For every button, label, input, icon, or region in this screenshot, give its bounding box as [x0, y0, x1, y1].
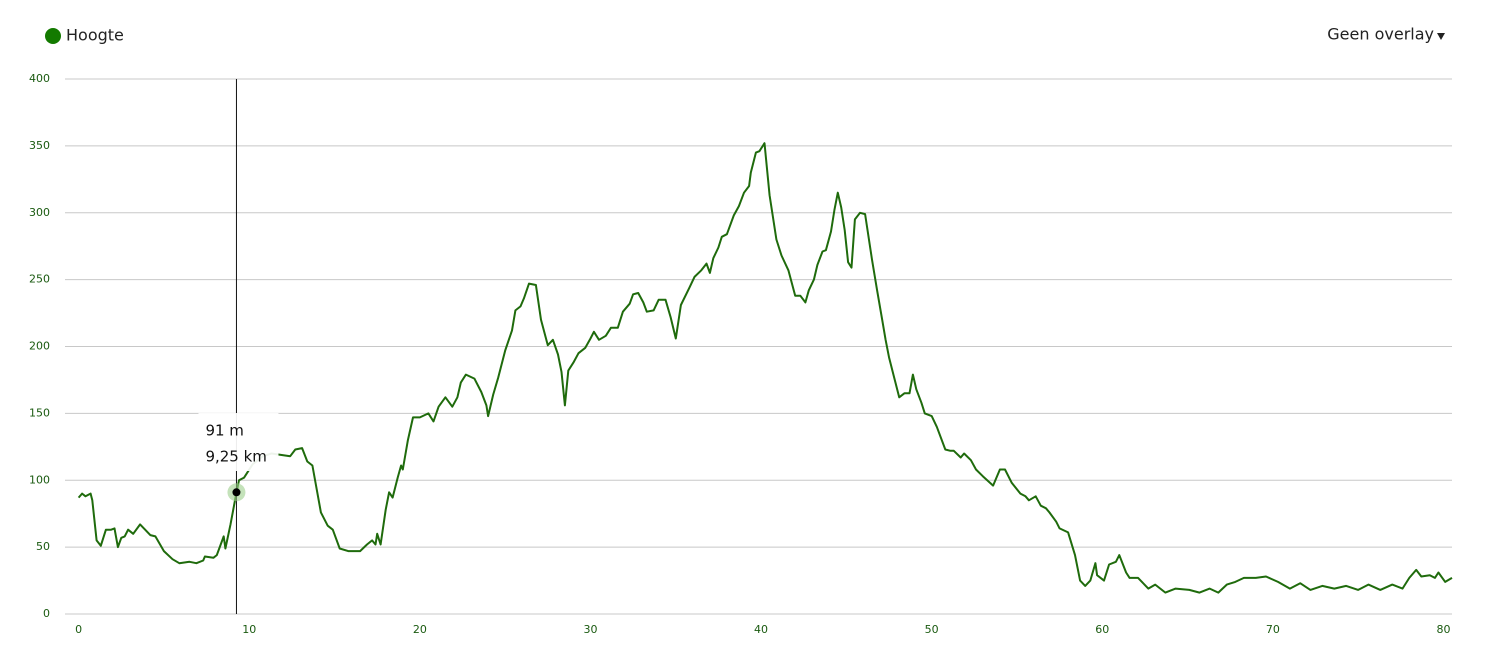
tooltip-value: 91 m	[205, 422, 243, 440]
x-tick-label: 30	[583, 623, 597, 636]
y-tick-label: 250	[29, 273, 50, 286]
dropdown-arrow[interactable]	[1437, 33, 1445, 40]
y-tick-label: 150	[29, 406, 50, 419]
x-tick-label: 40	[754, 623, 768, 636]
x-tick-label: 80	[1436, 623, 1450, 636]
x-tick-label: 0	[75, 623, 82, 636]
x-tick-label: 60	[1095, 623, 1109, 636]
y-tick-label: 350	[29, 139, 50, 152]
elevation-line	[77, 142, 1453, 594]
x-tick-label: 70	[1266, 623, 1280, 636]
y-tick-label: 0	[43, 607, 50, 620]
tooltip-distance: 9,25 km	[205, 448, 266, 466]
overlay-menu[interactable]: Geen overlay	[1327, 25, 1434, 44]
y-tick-label: 100	[29, 473, 50, 486]
y-tick-label: 200	[29, 340, 50, 353]
hover-point	[232, 488, 241, 497]
y-tick-label: 300	[29, 206, 50, 219]
x-tick-label: 20	[413, 623, 427, 636]
x-tick-label: 10	[242, 623, 256, 636]
legend-marker	[45, 28, 61, 44]
legend-label[interactable]: Hoogte	[66, 26, 124, 45]
x-tick-label: 50	[925, 623, 939, 636]
y-tick-label: 400	[29, 72, 50, 85]
y-tick-label: 50	[36, 540, 50, 553]
tooltip-box	[198, 413, 279, 471]
